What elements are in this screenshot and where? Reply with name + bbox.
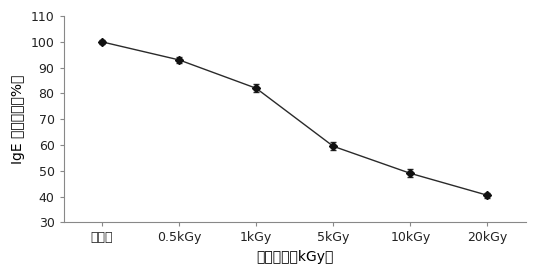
Y-axis label: IgE 结合能力（%）: IgE 结合能力（%） [11, 75, 25, 164]
X-axis label: 辐照计量（kGy）: 辐照计量（kGy） [256, 250, 333, 264]
